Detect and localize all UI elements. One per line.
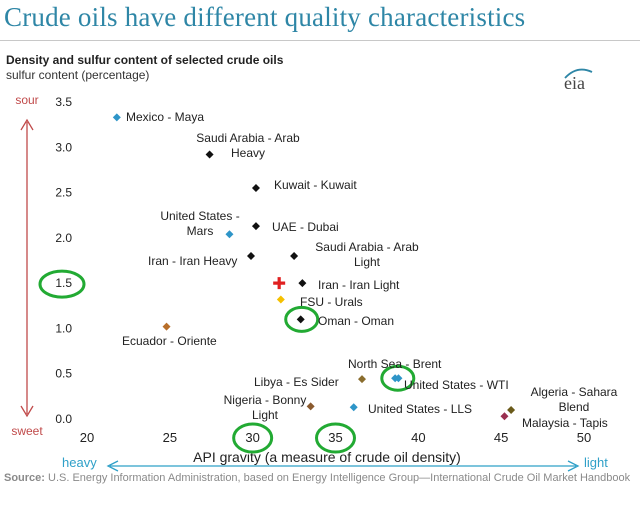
x-tick-label: 35	[328, 430, 342, 445]
data-point	[296, 315, 305, 324]
x-tick-label: 50	[577, 430, 591, 445]
data-point	[251, 222, 260, 231]
data-point	[225, 230, 234, 239]
y-tick-label: 1.5	[55, 276, 72, 290]
highlight-cross	[273, 277, 286, 290]
source-text: U.S. Energy Information Administration, …	[44, 472, 631, 484]
y-tick-label: 0.0	[55, 412, 72, 426]
x-tick-label: 45	[494, 430, 508, 445]
point-label: UAE - Dubai	[272, 220, 339, 234]
y-tick-label: 2.0	[55, 231, 72, 245]
x-axis-label: API gravity (a measure of crude oil dens…	[193, 449, 461, 465]
sour-label: sour	[15, 93, 38, 107]
y-tick-label: 2.5	[55, 186, 72, 200]
highlight-ellipse-xtick	[315, 422, 356, 454]
data-point	[290, 251, 299, 260]
eia-logo: eia	[564, 68, 593, 93]
y-tick-label: 0.5	[55, 367, 72, 381]
y-tick-label: 1.0	[55, 321, 72, 335]
highlight-ellipse-ytick	[38, 269, 86, 299]
source-label: Source:	[4, 472, 45, 484]
title-divider	[0, 40, 640, 41]
data-point	[349, 403, 358, 412]
light-label: light	[584, 455, 608, 470]
sweet-label: sweet	[11, 424, 43, 438]
point-label: Algeria - Sahara Blend	[531, 385, 618, 414]
x-tick-label: 20	[80, 430, 94, 445]
chart-title: Density and sulfur content of selected c…	[6, 53, 284, 67]
point-label: Nigeria - Bonny Light	[224, 393, 307, 422]
point-label: North Sea - Brent	[348, 357, 442, 371]
point-label: Saudi Arabia - Arab Light	[315, 240, 419, 269]
page-title: Crude oils have different quality charac…	[4, 2, 526, 32]
eia-logo-text: eia	[564, 73, 585, 93]
point-label: United States -Mars	[160, 209, 239, 238]
y-tick-label: 3.0	[55, 140, 72, 154]
point-label: Ecuador - Oriente	[122, 334, 217, 348]
source-note: Source: U.S. Energy Information Administ…	[4, 472, 638, 485]
point-label: Iran - Iran Heavy	[148, 254, 237, 268]
point-label: United States - LLS	[368, 402, 472, 416]
heavy-arrowhead	[106, 460, 119, 472]
point-label: Kuwait - Kuwait	[274, 178, 357, 192]
highlight-ellipse-point	[284, 305, 320, 333]
highlight-ellipse-point	[380, 364, 416, 392]
data-point	[112, 113, 121, 122]
heavy-label: heavy	[62, 455, 97, 470]
light-arrowhead	[567, 460, 580, 472]
point-label: Iran - Iran Light	[318, 278, 400, 292]
y-tick-label: 3.5	[55, 95, 72, 109]
y-axis-label: sulfur content (percentage)	[6, 68, 150, 82]
data-point	[306, 402, 315, 411]
highlight-ellipse-xtick	[232, 422, 274, 454]
x-tick-label: 30	[245, 430, 259, 445]
point-label: United States - WTI	[404, 378, 509, 392]
x-tick-label: 25	[163, 430, 177, 445]
point-label: Oman - Oman	[318, 314, 394, 328]
point-label: Saudi Arabia - Arab Heavy	[196, 131, 300, 160]
data-point	[276, 295, 285, 304]
data-point	[394, 374, 403, 383]
point-label: FSU - Urals	[300, 295, 363, 309]
data-point	[162, 322, 171, 331]
data-point	[247, 251, 256, 260]
point-label: Mexico - Maya	[126, 110, 204, 124]
x-tick-label: 40	[411, 430, 425, 445]
data-point	[251, 184, 260, 193]
data-point	[500, 412, 509, 421]
data-point	[298, 279, 307, 288]
sweet-arrowhead	[20, 405, 34, 418]
data-point	[205, 150, 214, 159]
data-point	[507, 405, 516, 414]
data-point	[358, 375, 367, 384]
point-label: Libya - Es Sider	[254, 375, 339, 389]
point-label: Malaysia - Tapis	[522, 416, 608, 430]
sour-arrowhead	[20, 118, 34, 131]
